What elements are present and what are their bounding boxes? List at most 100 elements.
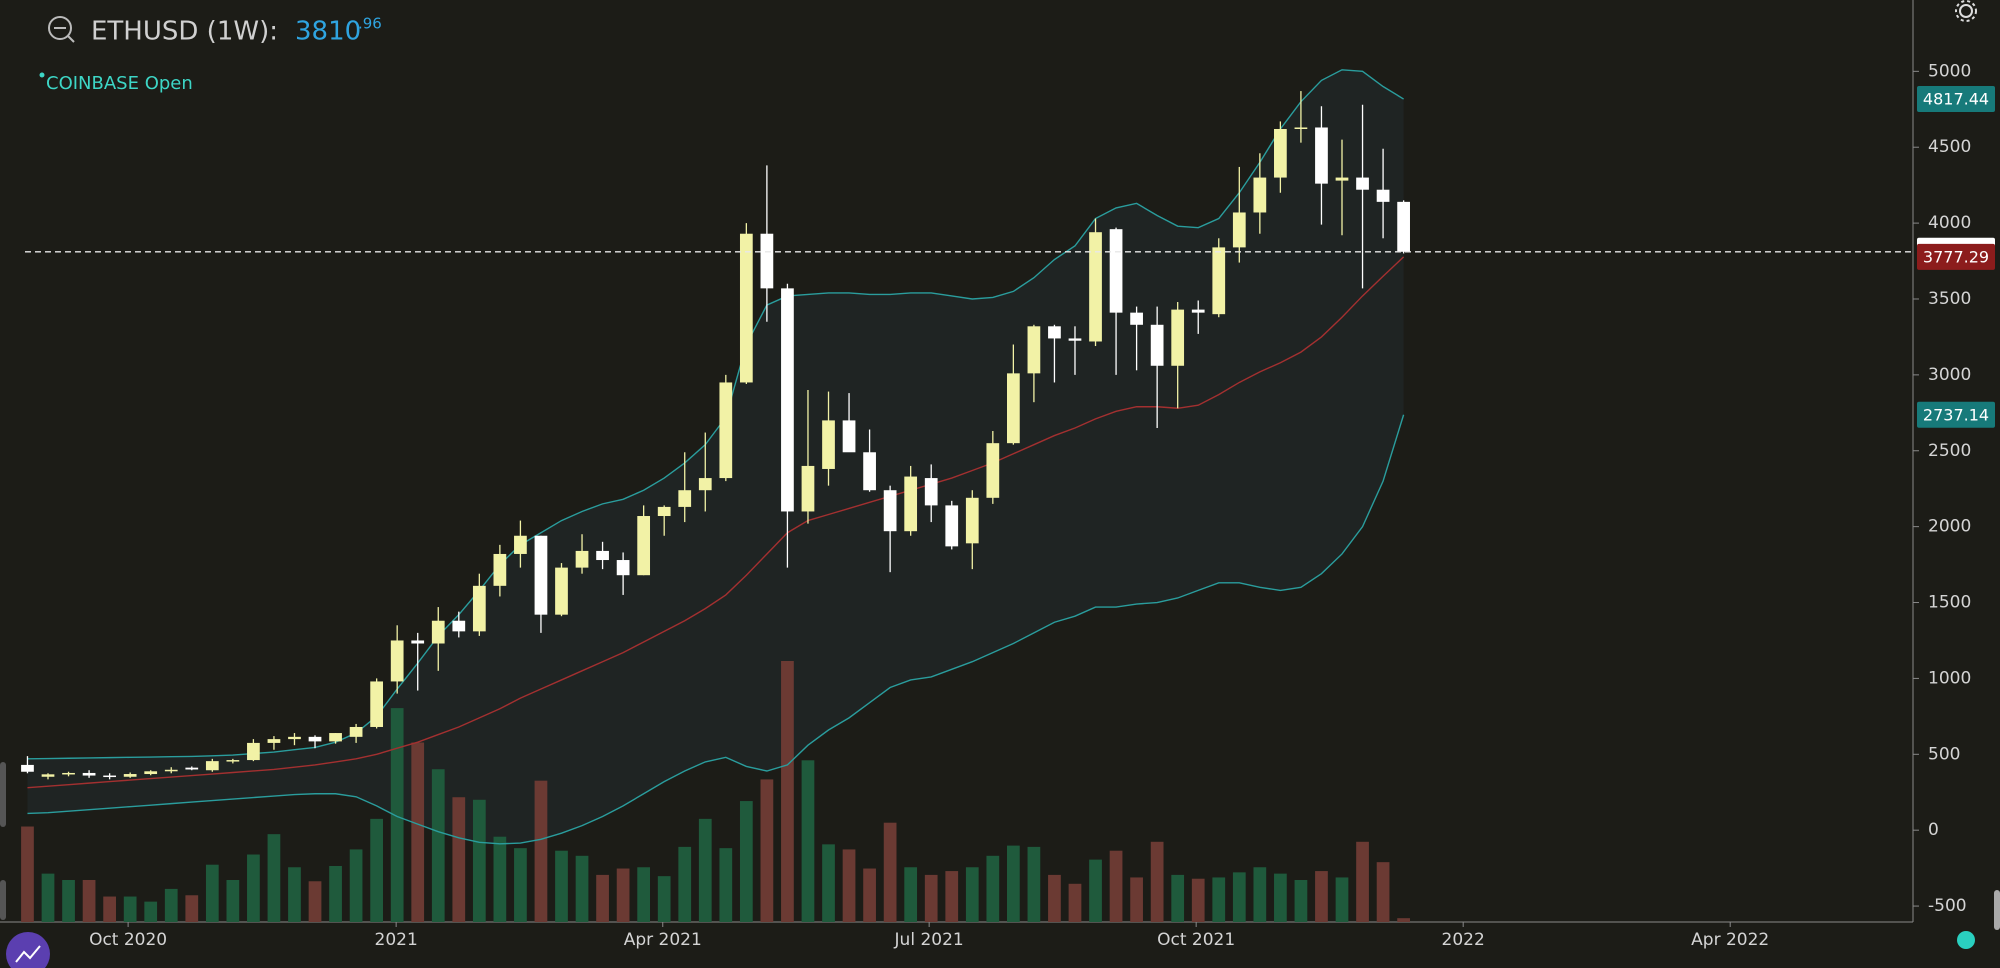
x-tick-label: Oct 2021	[1157, 930, 1235, 950]
y-tick-label: 1500	[1928, 593, 1971, 613]
x-tick-label: Apr 2021	[624, 930, 702, 950]
volume-bar	[1109, 850, 1123, 922]
candle-body	[514, 535, 527, 554]
volume-bar	[739, 801, 753, 922]
volume-bar	[164, 888, 178, 922]
volume-bar	[945, 871, 959, 922]
volume-bar	[801, 760, 815, 922]
settings-icon[interactable]	[1955, 0, 1977, 22]
x-tick-label: Oct 2020	[89, 930, 167, 950]
volume-bar	[637, 867, 651, 922]
side-tab[interactable]	[0, 762, 6, 827]
gear-teeth	[1955, 0, 1977, 22]
status-dot	[39, 72, 45, 78]
candle-body	[1068, 338, 1082, 341]
candle-body	[390, 640, 404, 682]
volume-bar	[1232, 872, 1246, 922]
candle-body	[1335, 177, 1349, 181]
volume-bar	[1397, 918, 1410, 922]
candle-body	[1171, 309, 1185, 366]
volume-bar	[1068, 883, 1082, 922]
candle-body	[781, 288, 794, 512]
candle-body	[205, 761, 219, 771]
live-dot[interactable]	[1957, 931, 1975, 949]
candle-body	[103, 775, 116, 778]
volume-bar	[678, 846, 692, 922]
y-tick-label: 4000	[1928, 213, 1971, 233]
candle-body	[637, 516, 651, 576]
y-tick-label: 1000	[1928, 668, 1971, 688]
zoom-icon[interactable]	[48, 16, 75, 43]
candle-body	[719, 382, 733, 479]
zoom-handle	[67, 35, 75, 43]
y-tick-label: 2000	[1928, 517, 1971, 537]
candle-body	[1232, 212, 1246, 248]
candle-body	[411, 640, 425, 644]
candle-body	[1191, 309, 1205, 313]
candle-body	[144, 771, 158, 775]
candle-body	[472, 585, 486, 632]
volume-bar	[1150, 841, 1164, 922]
candle-body	[288, 736, 301, 740]
volume-bar	[267, 834, 281, 922]
candle-body	[267, 739, 281, 743]
volume-bar	[370, 818, 384, 922]
volume-bar	[514, 848, 527, 922]
volume-bar	[760, 779, 774, 922]
volume-bar	[1089, 859, 1102, 922]
volume-bar	[904, 867, 918, 922]
candle-body	[1027, 326, 1041, 374]
candle-body	[534, 535, 548, 615]
volume-bar	[781, 661, 794, 922]
candle-body	[801, 465, 815, 512]
volume-bar	[965, 867, 979, 922]
candle-body	[1089, 232, 1102, 342]
volume-bar	[21, 826, 34, 922]
volume-bar	[555, 850, 568, 922]
volume-bar	[1376, 862, 1390, 922]
volume-bar	[226, 879, 240, 922]
volume-bar	[144, 901, 158, 922]
band-badge-label: 2737.14	[1923, 405, 1989, 424]
candle-body	[1294, 127, 1308, 130]
volume-bar	[1191, 878, 1205, 922]
price: 3810	[295, 17, 361, 47]
volume-bar	[349, 849, 363, 922]
volume-bar	[103, 896, 116, 922]
candle-body	[863, 452, 876, 491]
candle-body	[555, 567, 568, 615]
candle-body	[1274, 129, 1287, 178]
volume-bar	[596, 874, 609, 922]
volume-bar	[1212, 877, 1226, 922]
volume-bar	[185, 895, 199, 922]
side-tab[interactable]	[1994, 890, 2000, 930]
y-tick-label: 2500	[1928, 441, 1971, 461]
volume-bar	[1294, 879, 1308, 922]
volume-bar	[1356, 841, 1369, 922]
y-tick-label: 5000	[1928, 61, 1971, 81]
candle-body	[431, 620, 445, 644]
volume-bar	[411, 742, 425, 922]
volume-bar	[1253, 867, 1267, 922]
candle-body	[41, 774, 55, 777]
candle-body	[370, 681, 384, 727]
side-tab[interactable]	[0, 880, 6, 920]
candle-body	[308, 736, 322, 742]
candle-body	[1109, 229, 1123, 313]
candle-body	[1006, 373, 1020, 444]
volume-bar	[472, 799, 486, 922]
candle-body	[1048, 326, 1061, 339]
y-tick-label: 3000	[1928, 365, 1971, 385]
layers: -500 0 500 1000 1500 2000 2500 3000 3500 4000 4500…	[0, 0, 1995, 950]
volume-bar	[1006, 845, 1020, 922]
indicator-button[interactable]	[6, 932, 50, 968]
volume-bar	[62, 879, 75, 922]
volume-bar	[1130, 877, 1143, 922]
candle-body	[185, 767, 199, 770]
candle-body	[1253, 177, 1267, 213]
volume-bar	[883, 822, 897, 922]
volume-bar	[842, 849, 856, 922]
volume-bar	[698, 818, 712, 922]
